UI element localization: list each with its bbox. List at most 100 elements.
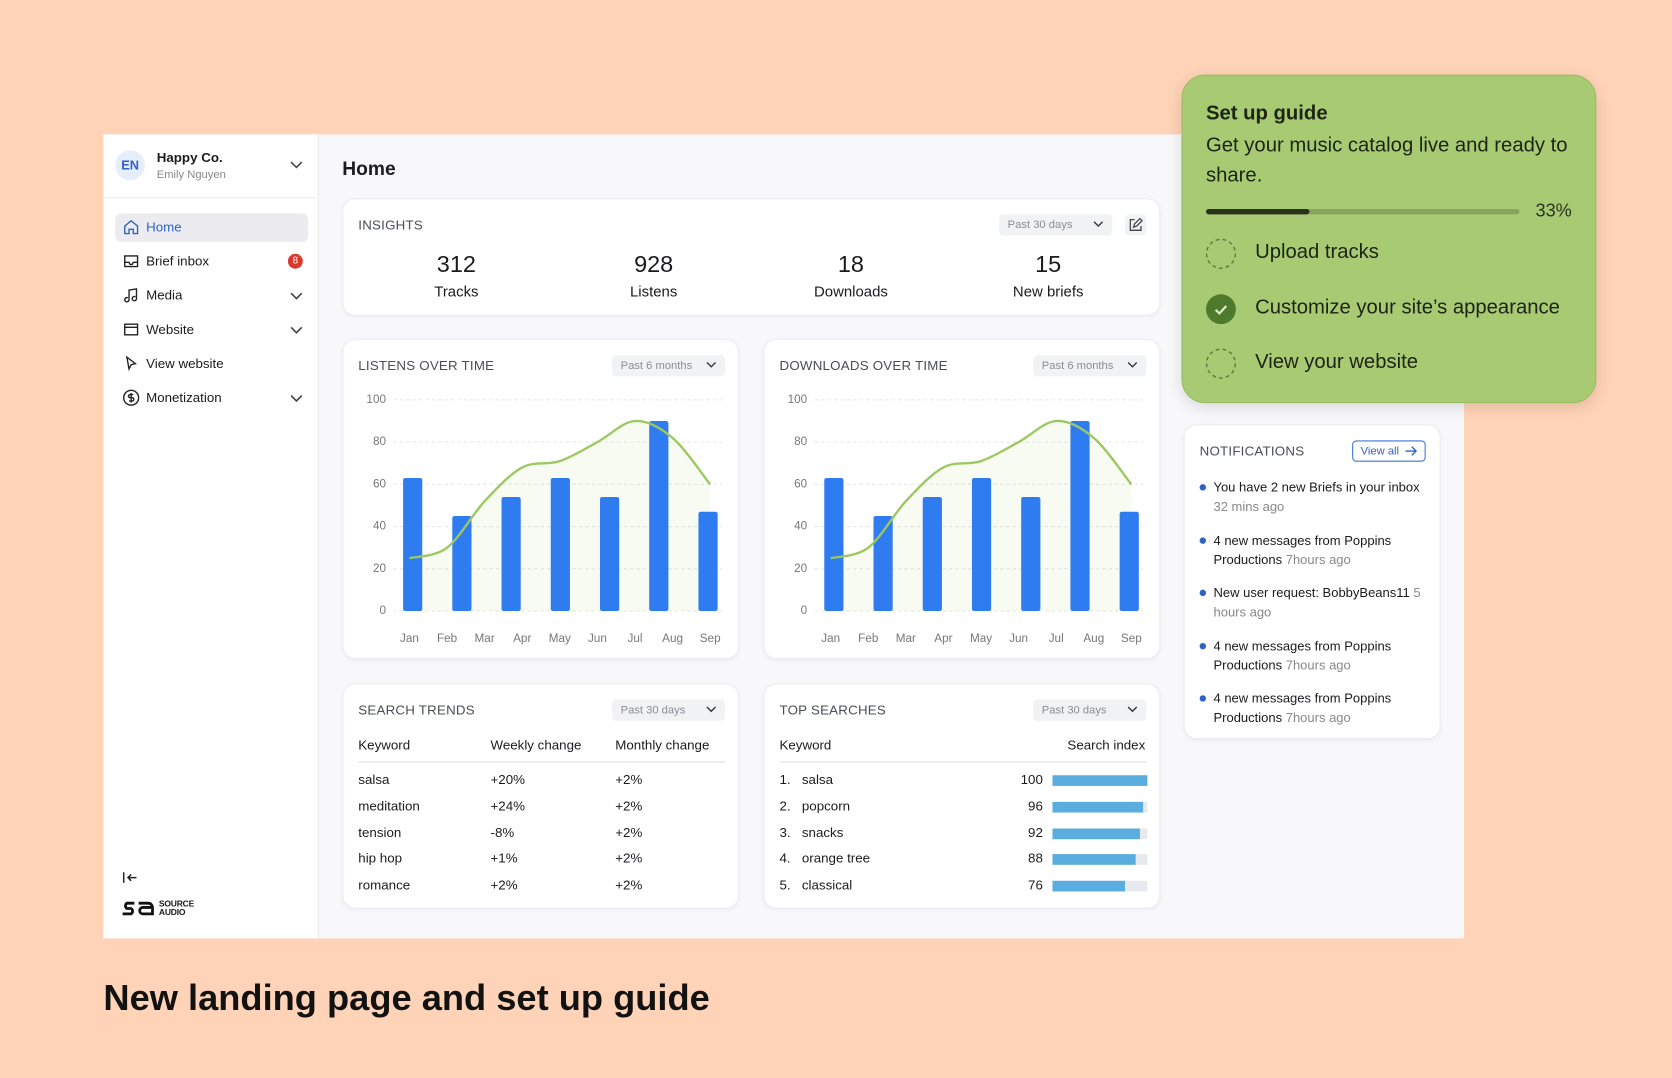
nav-label: Media: [146, 287, 183, 303]
y-tick-label: 80: [373, 435, 387, 448]
chevron-path: [290, 326, 303, 334]
task-status: [1205, 238, 1237, 269]
notification[interactable]: New user request: BobbyBeans11 5 hours a…: [1213, 583, 1432, 621]
period-select[interactable]: Past 6 months: [1033, 355, 1147, 377]
notification-text: You have 2 new Briefs in your inbox: [1213, 479, 1420, 495]
chevron-path: [706, 706, 716, 713]
notification-dot: [1199, 589, 1207, 597]
rank: 4.: [779, 851, 791, 867]
icon-path: [125, 355, 138, 372]
nav-badge: 8: [287, 253, 303, 269]
notification-time: 32 mins ago: [1213, 499, 1285, 514]
chevron: [1093, 221, 1104, 228]
notification[interactable]: 4 new messages from Poppins Productions …: [1213, 636, 1432, 674]
bar: [501, 496, 521, 612]
bar: [550, 477, 570, 612]
nav-item[interactable]: Home: [115, 213, 309, 243]
edit-icon: [1129, 217, 1143, 231]
bar: [698, 511, 718, 612]
nav-item[interactable]: Brief inbox 8: [115, 247, 308, 276]
nav-item[interactable]: Media: [115, 282, 308, 311]
nav-label: View website: [146, 356, 224, 372]
index-value: 76: [1028, 877, 1043, 893]
icon-path: [123, 389, 140, 406]
logo-line: SOURCE: [158, 898, 195, 909]
account-chevron[interactable]: [290, 161, 303, 170]
chevron-path: [1127, 362, 1138, 368]
y-tick-label: 100: [366, 393, 386, 406]
index-value: 88: [1028, 851, 1043, 867]
period-select[interactable]: Past 30 days: [1033, 699, 1147, 721]
period-select[interactable]: Past 30 days: [612, 699, 726, 721]
bar: [403, 477, 423, 612]
view-all-button[interactable]: View all: [1352, 440, 1426, 462]
chart: 0 20 40 60 80 100 Jan Feb Mar Apr May Jun Jul Aug Sep: [366, 393, 722, 645]
avatar[interactable]: EN: [115, 150, 146, 181]
nav-item[interactable]: Monetization: [115, 384, 308, 413]
stat-value: 18: [837, 250, 864, 278]
table-cell: -8%: [490, 824, 515, 840]
bar: [1021, 496, 1041, 612]
x-tick-label: Aug: [662, 632, 683, 645]
column-header: Weekly change: [490, 737, 582, 753]
chevron: [706, 706, 716, 713]
card-title: INSIGHTS: [358, 217, 423, 233]
todo-circle: [1205, 238, 1237, 269]
period-select[interactable]: Past 6 months: [612, 355, 726, 377]
y-tick-label: 80: [794, 435, 808, 448]
task-label[interactable]: View your website: [1255, 350, 1418, 374]
progress-label: 33%: [1535, 200, 1572, 221]
chart: 0 20 40 60 80 100 Jan Feb Mar Apr May Jun Jul Aug Sep: [788, 393, 1144, 645]
notification-time: 7hours ago: [1285, 710, 1351, 726]
nav-label: Brief inbox: [146, 253, 210, 269]
keyword: orange tree: [801, 851, 871, 867]
x-tick-label: Sep: [700, 632, 721, 645]
chevron[interactable]: [290, 395, 303, 404]
icon-path: [124, 323, 139, 336]
table-cell: tension: [358, 824, 402, 840]
stat-value: 312: [436, 250, 476, 278]
task-label[interactable]: Customize your site’s appearance: [1255, 295, 1560, 319]
period-label: Past 6 months: [620, 359, 693, 373]
period-select[interactable]: Past 30 days: [999, 214, 1113, 236]
bar: [452, 515, 472, 612]
y-tick-label: 40: [373, 520, 387, 533]
bar: [824, 477, 844, 612]
period-label: Past 6 months: [1041, 359, 1114, 373]
edit-button[interactable]: [1124, 214, 1147, 236]
nav-icon: [124, 219, 139, 235]
check: [1214, 304, 1228, 315]
nav-item[interactable]: View website: [115, 350, 308, 379]
x-tick-label: Jan: [400, 632, 419, 645]
collapse-icon[interactable]: [122, 871, 138, 884]
keyword: snacks: [801, 824, 844, 840]
nav-item[interactable]: Website: [115, 316, 308, 345]
nav-label: Home: [146, 219, 182, 235]
nav-icon: [125, 355, 138, 372]
chevron[interactable]: [290, 292, 303, 301]
task-status: [1205, 348, 1237, 379]
table-cell: +20%: [490, 772, 525, 787]
bar: [1119, 511, 1139, 612]
keyword: popcorn: [801, 798, 851, 814]
notification[interactable]: 4 new messages from Poppins Productions …: [1213, 531, 1432, 569]
todo-circle: [1205, 348, 1237, 379]
task-label[interactable]: Upload tracks: [1255, 240, 1379, 264]
chevron[interactable]: [290, 326, 303, 335]
table-divider: [779, 761, 1147, 763]
table-cell: salsa: [358, 772, 390, 787]
x-tick-label: Jan: [821, 632, 840, 645]
x-tick-label: Apr: [934, 632, 952, 645]
progress-fill: [1206, 209, 1310, 215]
check-circle: [1206, 293, 1236, 324]
notification-time: 5 hours ago: [1213, 585, 1421, 620]
index-bar: [1052, 775, 1148, 786]
notification-time: 7hours ago: [1285, 657, 1351, 673]
notification-dot: [1199, 484, 1207, 491]
notification[interactable]: You have 2 new Briefs in your inbox 32 m…: [1213, 478, 1432, 516]
table-divider: [358, 761, 726, 763]
button-label: View all: [1360, 444, 1400, 458]
x-tick-label: Feb: [437, 632, 458, 645]
notification[interactable]: 4 new messages from Poppins Productions …: [1213, 689, 1432, 727]
stat-value: 15: [1035, 250, 1062, 278]
